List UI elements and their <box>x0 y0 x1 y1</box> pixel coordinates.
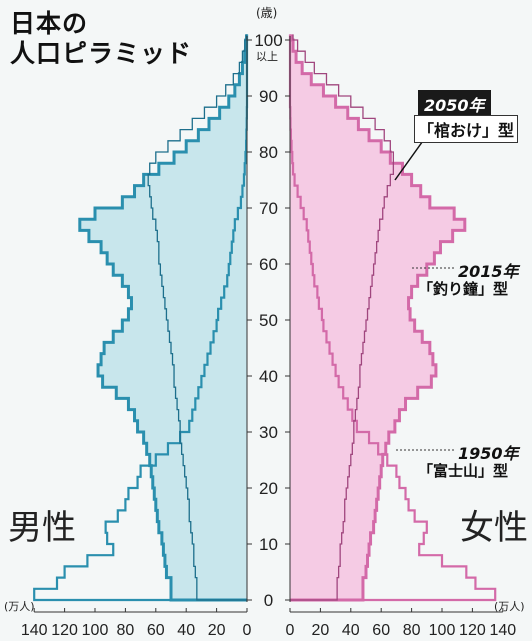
male-value-tick-label: 40 <box>177 622 195 639</box>
age-tick-label: 0 <box>264 591 273 610</box>
female-value-tick-label: 40 <box>342 622 360 639</box>
age-tick-label: 60 <box>259 255 278 274</box>
male-value-tick-label: 80 <box>117 622 135 639</box>
male-value-tick-label: 0 <box>243 622 252 639</box>
male-value-tick-label: 60 <box>147 622 165 639</box>
male-label: 男性 <box>8 508 76 548</box>
annotation-1950-shape: 「富士山」型 <box>418 462 509 480</box>
over-100-label: 以上 <box>256 50 278 63</box>
series-2015-male-line <box>78 34 249 602</box>
age-tick-label: 80 <box>259 143 278 162</box>
age-tick-label: 100 <box>254 31 282 50</box>
male-value-tick-label: 20 <box>208 622 226 639</box>
annotation-2050-leader <box>394 137 426 181</box>
female-value-tick-label: 140 <box>489 622 516 639</box>
series-2050-female-line <box>290 34 395 601</box>
unit-label-left: (万人) <box>4 600 35 613</box>
female-value-tick-label: 60 <box>372 622 390 639</box>
age-tick-label: 20 <box>259 479 278 498</box>
female-value-tick-label: 0 <box>286 622 295 639</box>
chart-title-line1: 日本の <box>10 9 89 38</box>
male-value-tick-label: 120 <box>51 622 78 639</box>
unit-label-right: (万人) <box>494 600 525 613</box>
female-value-tick-label: 120 <box>459 622 486 639</box>
age-tick-label: 90 <box>259 87 278 106</box>
age-tick-label: 40 <box>259 367 278 386</box>
series-2050-male-line <box>147 34 247 601</box>
series-2015-female-line <box>290 34 467 602</box>
age-tick-label: 70 <box>259 199 278 218</box>
series-2015-male-area <box>79 34 247 600</box>
annotation-1950-year: 1950年 <box>458 444 519 463</box>
annotation-2015-year: 2015年 <box>458 262 519 281</box>
male-value-tick-label: 140 <box>21 622 48 639</box>
series-2015-female-area <box>290 34 465 600</box>
annotation-2050-shape: 「棺おけ」型 <box>414 115 519 143</box>
series-1950-male-line <box>33 34 249 602</box>
age-unit-label: (歳) <box>256 6 278 20</box>
age-tick-label: 50 <box>259 311 278 330</box>
age-tick-label: 30 <box>259 423 278 442</box>
female-value-tick-label: 100 <box>429 622 456 639</box>
female-value-tick-label: 80 <box>403 622 421 639</box>
age-tick-label: 10 <box>259 535 278 554</box>
annotation-2050-year: 2050年 <box>418 90 491 118</box>
annotation-2015-shape: 「釣り鐘」型 <box>418 280 509 298</box>
male-value-tick-label: 100 <box>82 622 109 639</box>
chart-title-line2: 人口ピラミッド <box>10 39 193 68</box>
female-label: 女性 <box>460 508 528 548</box>
female-value-tick-label: 20 <box>312 622 330 639</box>
series-1950-female-line <box>288 34 497 602</box>
